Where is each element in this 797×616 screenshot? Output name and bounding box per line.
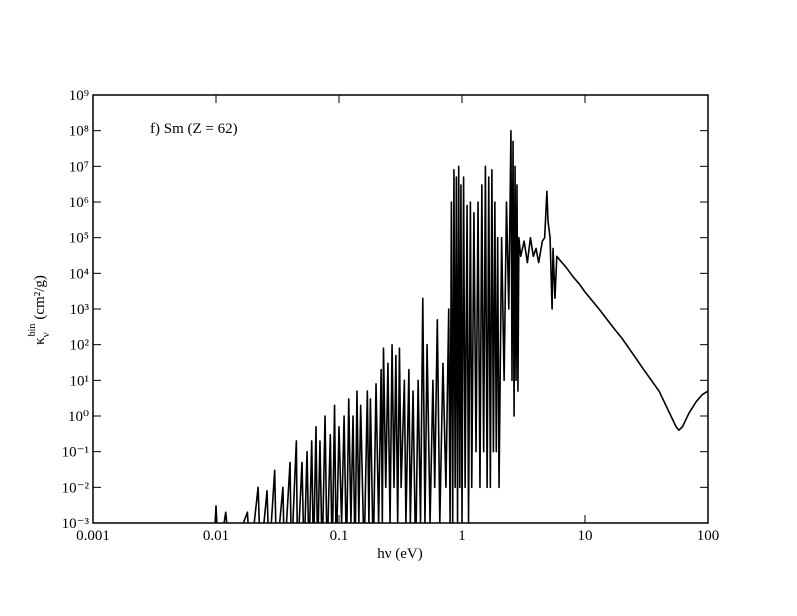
y-tick-label: 10² xyxy=(70,338,90,354)
y-tick-label: 10⁰ xyxy=(68,409,89,425)
x-tick-label: 10 xyxy=(578,528,593,544)
y-label-subscript: ν xyxy=(40,332,52,337)
annotation: f) Sm (Z = 62) xyxy=(150,121,238,137)
y-tick-label: 10⁶ xyxy=(69,195,89,211)
x-tick-label: 1 xyxy=(458,528,466,544)
x-axis-label: hν (eV) xyxy=(377,546,423,562)
x-tick-label: 0.001 xyxy=(76,528,110,544)
x-tick-label: 0.1 xyxy=(330,528,349,544)
y-label-unit: (cm²/g) xyxy=(32,275,48,319)
y-tick-label: 10⁻² xyxy=(62,480,90,496)
y-tick-label: 10⁻¹ xyxy=(62,445,89,461)
y-tick-label: 10⁵ xyxy=(69,231,89,247)
y-tick-label: 10¹ xyxy=(70,373,90,389)
x-tick-label: 0.01 xyxy=(203,528,229,544)
y-label-superscript: bin xyxy=(27,324,38,337)
data-line xyxy=(214,129,708,523)
y-tick-label: 10⁻³ xyxy=(62,516,90,532)
y-tick-label: 10⁴ xyxy=(69,266,89,282)
y-axis-label: κνbin (cm²/g) xyxy=(27,275,52,345)
y-tick-label: 10⁷ xyxy=(69,159,89,175)
y-label-symbol: κ xyxy=(32,337,48,345)
y-tick-label: 10³ xyxy=(70,302,90,318)
x-tick-label: 100 xyxy=(697,528,720,544)
y-tick-label: 10⁸ xyxy=(69,124,89,140)
y-tick-label: 10⁹ xyxy=(69,88,89,104)
